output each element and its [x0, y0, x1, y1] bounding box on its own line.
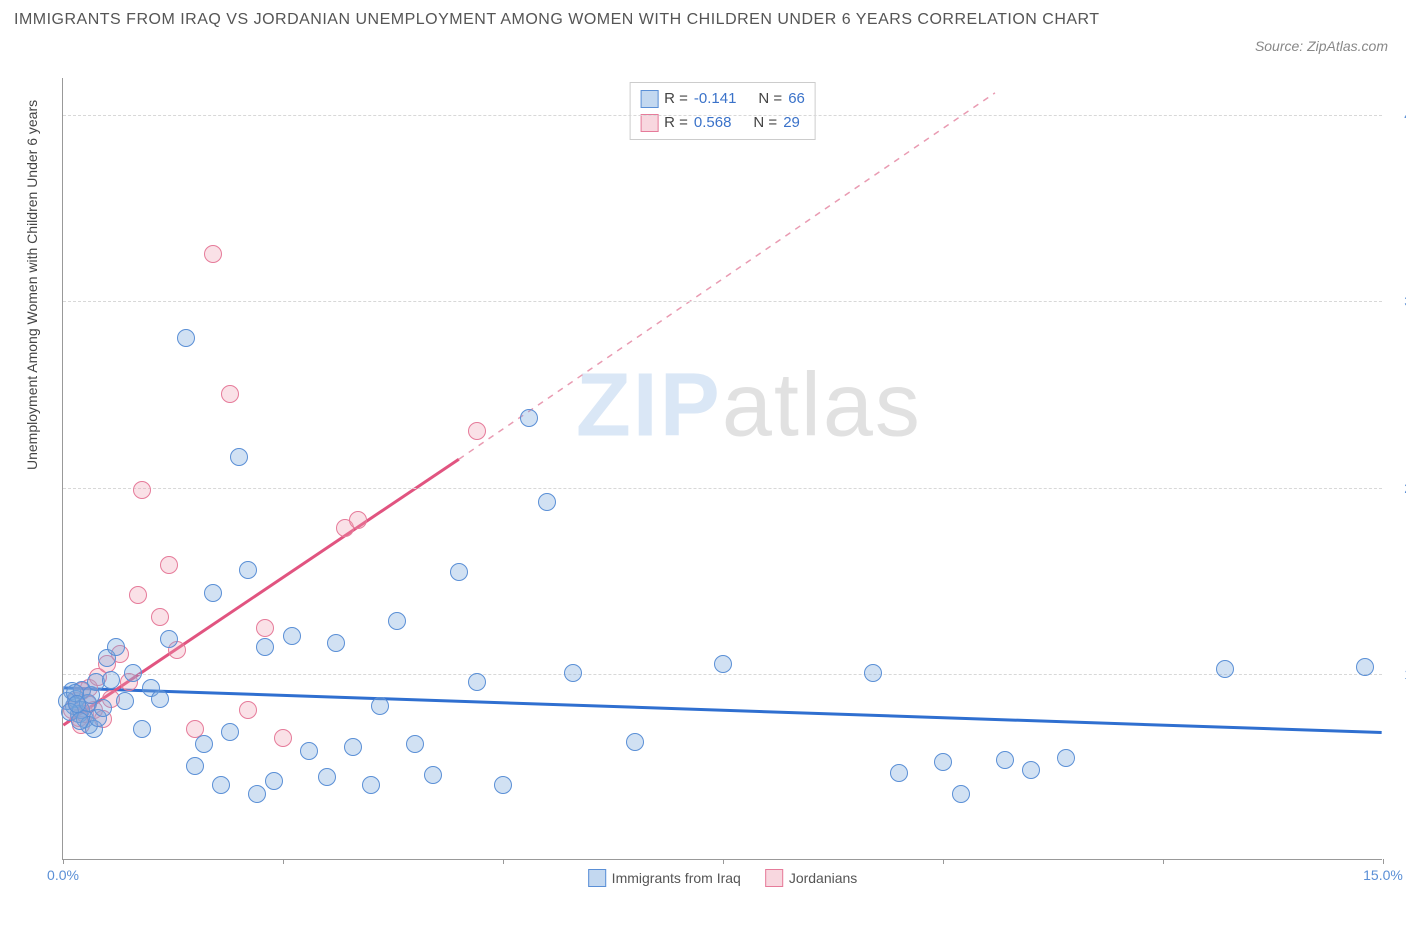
data-point	[204, 245, 222, 263]
data-point	[1216, 660, 1234, 678]
data-point	[564, 664, 582, 682]
y-tick-label: 40.0%	[1388, 107, 1406, 123]
r-label: R =	[664, 87, 688, 111]
data-point	[450, 563, 468, 581]
y-tick-label: 20.0%	[1388, 480, 1406, 496]
data-point	[129, 586, 147, 604]
data-point	[934, 753, 952, 771]
gridline	[63, 674, 1382, 675]
legend-label-blue: Immigrants from Iraq	[612, 870, 741, 886]
data-point	[468, 673, 486, 691]
swatch-pink	[765, 869, 783, 887]
series-legend: Immigrants from Iraq Jordanians	[588, 869, 858, 887]
data-point	[94, 699, 112, 717]
data-point	[160, 630, 178, 648]
r-value-blue: -0.141	[694, 87, 737, 111]
y-tick-label: 30.0%	[1388, 293, 1406, 309]
x-tick	[283, 859, 284, 864]
data-point	[318, 768, 336, 786]
data-point	[221, 723, 239, 741]
data-point	[204, 584, 222, 602]
watermark-part1: ZIP	[576, 356, 722, 456]
x-tick	[503, 859, 504, 864]
data-point	[1057, 749, 1075, 767]
x-tick	[1383, 859, 1384, 864]
data-point	[327, 634, 345, 652]
data-point	[116, 692, 134, 710]
gridline	[63, 488, 1382, 489]
data-point	[362, 776, 380, 794]
x-tick	[63, 859, 64, 864]
data-point	[996, 751, 1014, 769]
data-point	[1022, 761, 1040, 779]
x-tick	[1163, 859, 1164, 864]
y-axis-label: Unemployment Among Women with Children U…	[24, 100, 40, 470]
x-tick-label: 15.0%	[1363, 867, 1403, 883]
gridline	[63, 301, 1382, 302]
correlation-legend: R = -0.141 N = 66 R = 0.568 N = 29	[629, 82, 816, 140]
swatch-blue	[640, 90, 658, 108]
chart-plot-area: ZIPatlas R = -0.141 N = 66 R = 0.568 N =…	[62, 78, 1382, 860]
data-point	[256, 638, 274, 656]
swatch-blue	[588, 869, 606, 887]
data-point	[195, 735, 213, 753]
data-point	[538, 493, 556, 511]
source-citation: Source: ZipAtlas.com	[1255, 38, 1388, 54]
data-point	[177, 329, 195, 347]
legend-label-pink: Jordanians	[789, 870, 858, 886]
watermark: ZIPatlas	[576, 355, 922, 458]
legend-row-blue: R = -0.141 N = 66	[640, 87, 805, 111]
data-point	[520, 409, 538, 427]
watermark-part2: atlas	[722, 356, 922, 456]
data-point	[71, 712, 89, 730]
data-point	[151, 690, 169, 708]
data-point	[256, 619, 274, 637]
data-point	[248, 785, 266, 803]
data-point	[160, 556, 178, 574]
data-point	[124, 664, 142, 682]
legend-item-blue: Immigrants from Iraq	[588, 869, 741, 887]
data-point	[388, 612, 406, 630]
y-tick-label: 10.0%	[1388, 666, 1406, 682]
data-point	[102, 671, 120, 689]
legend-item-pink: Jordanians	[765, 869, 858, 887]
swatch-pink	[640, 114, 658, 132]
data-point	[265, 772, 283, 790]
data-point	[239, 561, 257, 579]
data-point	[424, 766, 442, 784]
data-point	[239, 701, 257, 719]
data-point	[133, 720, 151, 738]
data-point	[300, 742, 318, 760]
data-point	[952, 785, 970, 803]
n-value-blue: 66	[788, 87, 805, 111]
data-point	[349, 511, 367, 529]
data-point	[274, 729, 292, 747]
data-point	[371, 697, 389, 715]
data-point	[890, 764, 908, 782]
data-point	[107, 638, 125, 656]
data-point	[626, 733, 644, 751]
gridline	[63, 115, 1382, 116]
data-point	[133, 481, 151, 499]
data-point	[468, 422, 486, 440]
data-point	[151, 608, 169, 626]
data-point	[230, 448, 248, 466]
data-point	[212, 776, 230, 794]
data-point	[714, 655, 732, 673]
chart-title: IMMIGRANTS FROM IRAQ VS JORDANIAN UNEMPL…	[14, 8, 1100, 32]
data-point	[344, 738, 362, 756]
data-point	[1356, 658, 1374, 676]
data-point	[494, 776, 512, 794]
x-tick	[723, 859, 724, 864]
data-point	[68, 695, 86, 713]
x-tick	[943, 859, 944, 864]
trend-lines	[63, 78, 1382, 859]
data-point	[221, 385, 239, 403]
data-point	[186, 757, 204, 775]
data-point	[406, 735, 424, 753]
data-point	[283, 627, 301, 645]
x-tick-label: 0.0%	[47, 867, 79, 883]
data-point	[864, 664, 882, 682]
n-label: N =	[758, 87, 782, 111]
